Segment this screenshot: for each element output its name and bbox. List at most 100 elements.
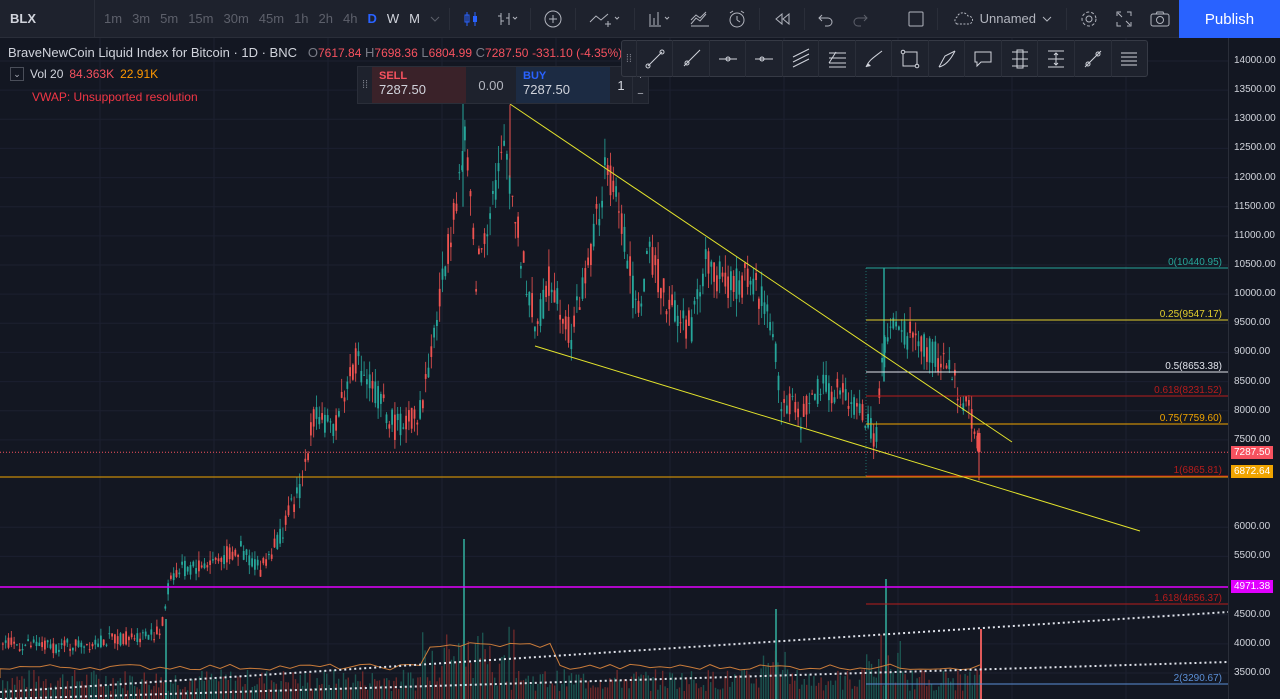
- volume-bar: [4, 688, 6, 699]
- fib-retracement-icon[interactable]: [818, 40, 855, 77]
- drag-handle-icon[interactable]: ⁞⁞: [361, 79, 369, 91]
- candle-body: [326, 415, 329, 422]
- volume-bar: [693, 679, 695, 699]
- volume-bar: [688, 684, 690, 699]
- horizontal-ray-icon[interactable]: [745, 40, 782, 77]
- volume-bar: [191, 679, 193, 699]
- quantity-input[interactable]: 1: [617, 77, 625, 93]
- volume-bar: [122, 688, 124, 699]
- spread-value: 0.00: [478, 77, 504, 93]
- candle-body: [30, 645, 32, 648]
- volume-bar: [815, 685, 817, 699]
- candle-body: [156, 626, 158, 635]
- volume-bar: [131, 676, 133, 699]
- interval-w[interactable]: W: [386, 11, 400, 26]
- interval-3m[interactable]: 3m: [132, 11, 151, 26]
- candle-body: [500, 151, 503, 153]
- volume-bar: [232, 689, 234, 699]
- drag-handle-icon[interactable]: ⁞⁞: [625, 52, 632, 65]
- volume-bar: [213, 679, 215, 699]
- parallel-channel-icon[interactable]: [781, 40, 819, 77]
- candle-body: [704, 249, 707, 260]
- rectangle-icon[interactable]: [891, 40, 928, 77]
- range-icon[interactable]: [1037, 40, 1074, 77]
- layout-icon[interactable]: [899, 0, 933, 38]
- volume-bar: [318, 684, 321, 699]
- candle-body: [676, 315, 679, 326]
- alert-icon[interactable]: [719, 0, 755, 38]
- interval-2h[interactable]: 2h: [318, 11, 334, 26]
- candle-body: [298, 484, 301, 499]
- interval-5m[interactable]: 5m: [160, 11, 179, 26]
- volume-bar: [230, 671, 232, 699]
- candle-body: [2, 643, 4, 645]
- interval-m[interactable]: M: [409, 11, 420, 26]
- info-line-icon[interactable]: [1074, 40, 1111, 77]
- volume-bar: [371, 673, 373, 699]
- candle-body: [962, 403, 965, 412]
- trend-line-icon[interactable]: [635, 40, 673, 77]
- volume-bar: [266, 671, 268, 699]
- candle-body: [469, 191, 472, 197]
- indicators-icon[interactable]: [639, 0, 681, 38]
- candle-body: [780, 409, 783, 412]
- candle-body: [727, 276, 729, 298]
- chart-pane[interactable]: [0, 38, 1228, 699]
- fullscreen-icon[interactable]: [1107, 0, 1141, 38]
- volume-bar: [54, 685, 57, 699]
- fib-channel-icon[interactable]: [1110, 40, 1148, 77]
- path-icon[interactable]: [927, 40, 965, 77]
- layout-name-menu[interactable]: Unnamed: [942, 11, 1062, 26]
- candle-body: [758, 298, 760, 309]
- candle-body: [329, 421, 332, 423]
- callout-icon[interactable]: [964, 40, 1001, 77]
- volume-bar: [11, 678, 13, 699]
- price-chart[interactable]: [0, 38, 1228, 699]
- volume-bar: [470, 663, 472, 699]
- redo-icon[interactable]: [843, 0, 877, 38]
- ray-icon[interactable]: [672, 40, 709, 77]
- volume-bar: [450, 659, 453, 699]
- snapshot-camera-icon[interactable]: [1141, 0, 1179, 38]
- candles-chart-type-icon[interactable]: [454, 0, 488, 38]
- settings-gear-icon[interactable]: [1071, 0, 1107, 38]
- horizontal-line-icon[interactable]: [708, 40, 746, 77]
- volume-bar: [803, 679, 805, 699]
- buy-button[interactable]: BUY 7287.50: [516, 67, 610, 103]
- interval-dropdown-icon[interactable]: [425, 0, 445, 38]
- compare-icon[interactable]: [580, 0, 630, 38]
- undo-icon[interactable]: [809, 0, 843, 38]
- candle-body: [511, 195, 514, 197]
- publish-button[interactable]: Publish: [1179, 0, 1280, 38]
- brush-icon[interactable]: [854, 40, 892, 77]
- interval-d[interactable]: D: [367, 11, 377, 26]
- candle-body: [254, 559, 256, 570]
- interval-30m[interactable]: 30m: [223, 11, 249, 26]
- candle-body: [377, 386, 379, 409]
- symbol-search[interactable]: BLX: [0, 0, 95, 38]
- candle-body: [181, 561, 183, 565]
- volume-bar: [558, 690, 561, 699]
- fib-extension-icon[interactable]: [1000, 40, 1038, 77]
- candle-body: [83, 646, 85, 648]
- chevron-down-icon: [1042, 16, 1052, 22]
- layout-name: Unnamed: [979, 11, 1036, 26]
- add-indicator-icon[interactable]: [535, 0, 571, 38]
- collapse-legend-icon[interactable]: ⌄: [10, 67, 24, 81]
- financials-icon[interactable]: [681, 0, 719, 38]
- interval-45m[interactable]: 45m: [258, 11, 285, 26]
- interval-4h[interactable]: 4h: [343, 11, 358, 26]
- interval-15m[interactable]: 15m: [188, 11, 214, 26]
- sell-button[interactable]: SELL 7287.50: [372, 67, 466, 103]
- price-axis[interactable]: 14000.00 13500.00 13000.00 12500.00 12000.00…: [1228, 38, 1280, 699]
- candle-body: [203, 563, 206, 569]
- volume-bar: [933, 690, 935, 699]
- interval-1h[interactable]: 1h: [294, 11, 309, 26]
- bar-chart-type-icon[interactable]: [488, 0, 526, 38]
- volume-bar: [966, 675, 969, 699]
- candle-body: [917, 341, 920, 347]
- quantity-decrease-button[interactable]: −: [637, 88, 644, 100]
- interval-1m[interactable]: 1m: [104, 11, 123, 26]
- volume-bar: [9, 689, 11, 699]
- replay-icon[interactable]: [764, 0, 800, 38]
